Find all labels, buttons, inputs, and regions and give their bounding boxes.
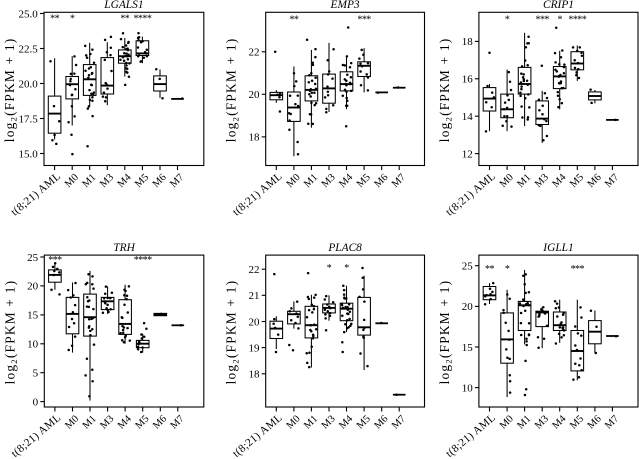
svg-text:**: **: [120, 14, 129, 25]
svg-text:CRIP1: CRIP1: [543, 0, 574, 11]
svg-text:25: 25: [462, 261, 474, 273]
svg-text:log2(FPKM + 1): log2(FPKM + 1): [2, 280, 19, 385]
svg-text:log2(FPKM + 1): log2(FPKM + 1): [224, 280, 241, 385]
svg-text:**: **: [485, 264, 494, 275]
svg-text:***: ***: [48, 255, 62, 266]
svg-text:****: ****: [133, 14, 151, 25]
svg-text:20: 20: [249, 316, 261, 328]
svg-text:15: 15: [462, 342, 474, 354]
svg-text:**: **: [50, 14, 59, 25]
svg-text:***: ***: [536, 14, 550, 25]
svg-text:log2(FPKM + 1): log2(FPKM + 1): [224, 38, 241, 143]
svg-text:15.0: 15.0: [19, 148, 39, 160]
svg-text:****: ****: [568, 14, 586, 25]
svg-text:17.5: 17.5: [19, 113, 39, 125]
svg-text:16: 16: [462, 74, 474, 86]
svg-text:12: 12: [462, 148, 473, 160]
svg-text:0: 0: [33, 396, 39, 408]
svg-text:***: ***: [571, 264, 585, 275]
svg-text:log2(FPKM + 1): log2(FPKM + 1): [437, 280, 454, 385]
svg-text:*: *: [344, 263, 349, 274]
svg-text:25: 25: [27, 252, 39, 264]
svg-text:****: ****: [134, 255, 152, 266]
svg-text:22: 22: [249, 264, 260, 276]
svg-text:5: 5: [33, 368, 39, 380]
svg-text:14: 14: [462, 111, 474, 123]
svg-text:21: 21: [249, 290, 260, 302]
svg-text:18: 18: [249, 369, 261, 381]
svg-text:***: ***: [357, 14, 371, 25]
svg-text:18: 18: [462, 36, 474, 48]
svg-text:20: 20: [462, 301, 474, 313]
svg-text:**: **: [289, 14, 298, 25]
svg-text:EMP3: EMP3: [330, 0, 360, 11]
svg-text:20: 20: [249, 89, 261, 101]
svg-text:10: 10: [462, 382, 474, 394]
svg-text:20: 20: [27, 281, 39, 293]
svg-text:15: 15: [27, 310, 39, 322]
svg-text:10: 10: [27, 339, 39, 351]
svg-text:18: 18: [249, 132, 261, 144]
svg-text:22.5: 22.5: [19, 43, 39, 55]
svg-text:LGALS1: LGALS1: [103, 0, 143, 11]
svg-text:*: *: [327, 263, 332, 274]
svg-text:PLAC8: PLAC8: [327, 242, 362, 254]
svg-text:TRH: TRH: [113, 242, 135, 254]
svg-text:log2(FPKM + 1): log2(FPKM + 1): [2, 38, 19, 143]
svg-text:*: *: [70, 14, 75, 25]
svg-text:19: 19: [249, 342, 261, 354]
svg-text:*: *: [505, 264, 510, 275]
svg-text:25.0: 25.0: [19, 8, 39, 20]
svg-text:log2(FPKM + 1): log2(FPKM + 1): [437, 38, 454, 143]
svg-text:*: *: [557, 14, 562, 25]
svg-text:22: 22: [249, 47, 260, 59]
svg-text:20.0: 20.0: [19, 78, 39, 90]
svg-text:*: *: [505, 14, 510, 25]
svg-text:IGLL1: IGLL1: [542, 242, 573, 254]
